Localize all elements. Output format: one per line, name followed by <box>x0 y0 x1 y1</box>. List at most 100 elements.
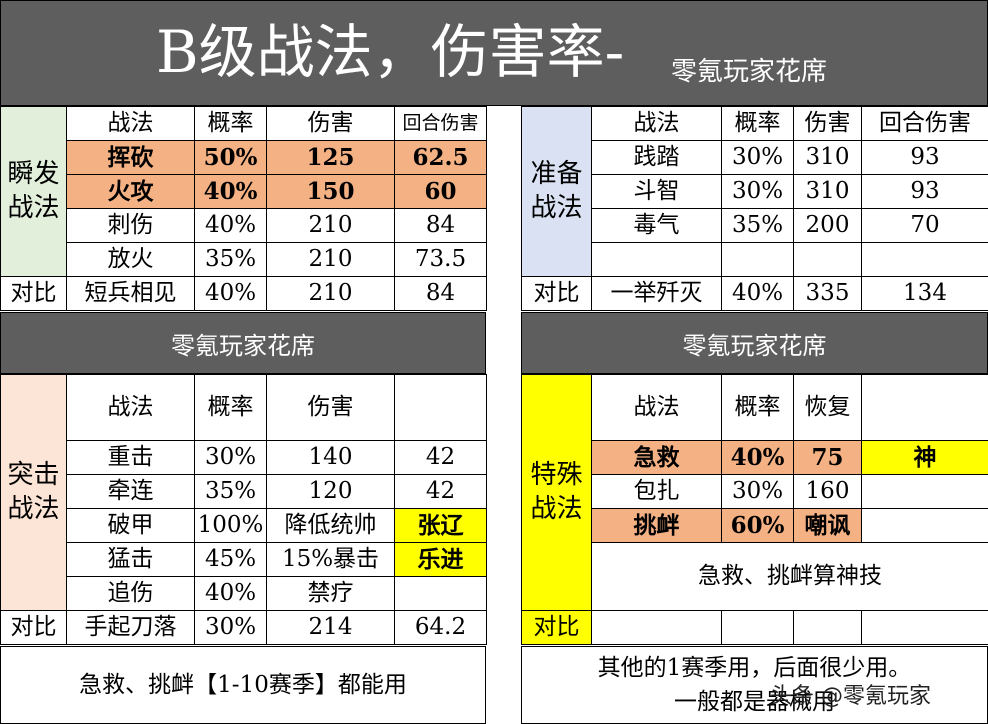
col-header: 战法 <box>66 106 195 141</box>
cell <box>394 576 487 611</box>
cell: 30% <box>721 174 794 209</box>
god-tag: 神 <box>861 440 988 475</box>
section-band-left: 零氪玩家花席 <box>0 312 486 374</box>
table-row: 毒气 35% 200 70 <box>522 208 988 243</box>
cell: 斗智 <box>591 174 722 209</box>
cell: 64.2 <box>394 610 487 645</box>
cell <box>793 610 862 645</box>
table-row: 急救 40% 75 神 <box>522 440 988 475</box>
cell: 降低统帅 <box>266 508 395 543</box>
cell: 15%暴击 <box>266 542 395 577</box>
cell: 30% <box>721 140 794 175</box>
burst-tactics-table: 瞬发 战法 战法 概率 伤害 回合伤害 挥砍 50% 125 62.5 火攻 4… <box>0 106 487 311</box>
cell: 火攻 <box>66 174 195 209</box>
cell: 践踏 <box>591 140 722 175</box>
cell: 挑衅 <box>591 508 722 543</box>
col-header: 伤害 <box>266 106 395 141</box>
col-header <box>861 374 988 441</box>
cell: 84 <box>394 208 487 243</box>
cell: 120 <box>266 474 395 509</box>
cell: 93 <box>861 140 988 175</box>
cell: 75 <box>793 440 862 475</box>
general-tag: 乐进 <box>394 542 487 577</box>
cell: 30% <box>194 610 267 645</box>
col-header: 回合伤害 <box>394 106 487 141</box>
cell: 30% <box>194 440 267 475</box>
special-side-label: 特殊 战法 <box>521 374 592 611</box>
col-header: 伤害 <box>793 106 862 141</box>
col-header: 伤害 <box>266 374 395 441</box>
table-row: 牵连 35% 120 42 <box>1 474 487 509</box>
cell: 73.5 <box>394 242 487 277</box>
cell: 40% <box>194 276 267 311</box>
col-header: 战法 <box>591 106 722 141</box>
page-subtitle: 零氪玩家花席 <box>671 57 828 87</box>
cell: 禁疗 <box>266 576 395 611</box>
cell <box>861 474 988 509</box>
cell: 牵连 <box>66 474 195 509</box>
compare-label: 对比 <box>521 276 592 311</box>
cell: 62.5 <box>394 140 487 175</box>
compare-row: 对比 <box>521 610 988 645</box>
cell: 50% <box>194 140 267 175</box>
cell: 134 <box>861 276 988 311</box>
cell: 40% <box>721 276 794 311</box>
cell: 35% <box>194 242 267 277</box>
compare-label: 对比 <box>521 610 592 645</box>
prep-tactics-table: 准备 战法 战法 概率 伤害 回合伤害 践踏 30% 310 93 斗智 30%… <box>521 106 988 311</box>
note-right-line1: 其他的1赛季用，后面很少用。 <box>597 655 912 681</box>
compare-label: 对比 <box>0 610 67 645</box>
compare-row: 对比 一举歼灭 40% 335 134 <box>521 276 988 311</box>
cell <box>721 242 794 277</box>
note-row: 急救、挑衅算神技 <box>522 542 988 611</box>
cell <box>591 242 722 277</box>
col-header: 战法 <box>66 374 195 441</box>
cell: 35% <box>194 474 267 509</box>
cell: 40% <box>194 208 267 243</box>
cell: 310 <box>793 140 862 175</box>
cell: 40% <box>721 440 794 475</box>
cell: 60% <box>721 508 794 543</box>
cell <box>861 508 988 543</box>
special-tactics-table: 特殊 战法 战法 概率 恢复 急救 40% 75 神 包扎 30% 160 挑衅… <box>521 374 988 645</box>
cell <box>861 242 988 277</box>
cell <box>861 610 988 645</box>
table-row <box>522 242 988 277</box>
table-row: 挥砍 50% 125 62.5 <box>1 140 487 175</box>
col-header: 战法 <box>591 374 722 441</box>
special-note: 急救、挑衅算神技 <box>591 542 988 611</box>
special-side-text: 特殊 战法 <box>530 459 583 524</box>
compare-row: 对比 手起刀落 30% 214 64.2 <box>0 610 487 645</box>
cell <box>793 242 862 277</box>
cell: 200 <box>793 208 862 243</box>
page-title: B级战法，伤害率- <box>156 18 625 86</box>
cell: 毒气 <box>591 208 722 243</box>
cell: 150 <box>266 174 395 209</box>
burst-side-text: 瞬发 战法 <box>7 158 60 223</box>
table-row: 践踏 30% 310 93 <box>522 140 988 175</box>
col-header: 概率 <box>721 374 794 441</box>
section-band-right: 零氪玩家花席 <box>521 312 988 374</box>
cell <box>721 610 794 645</box>
cell: 310 <box>793 174 862 209</box>
cell: 猛击 <box>66 542 195 577</box>
cell: 60 <box>394 174 487 209</box>
cell: 重击 <box>66 440 195 475</box>
cell: 70 <box>861 208 988 243</box>
note-left-box: 急救、挑衅【1-10赛季】都能用 <box>0 646 486 724</box>
cell: 40% <box>194 576 267 611</box>
table-row: 斗智 30% 310 93 <box>522 174 988 209</box>
note-right-box: 其他的1赛季用，后面很少用。 一般都是器械用 <box>521 646 988 724</box>
cell: 42 <box>394 474 487 509</box>
table-row: 火攻 40% 150 60 <box>1 174 487 209</box>
assault-side-label: 突击 战法 <box>0 374 67 611</box>
table-row: 放火 35% 210 73.5 <box>1 242 487 277</box>
col-header: 概率 <box>194 374 267 441</box>
cell: 45% <box>194 542 267 577</box>
note-left: 急救、挑衅【1-10赛季】都能用 <box>79 672 407 698</box>
col-header: 概率 <box>721 106 794 141</box>
cell: 40% <box>194 174 267 209</box>
note-right-line2: 一般都是器械用 <box>674 689 835 715</box>
table-row: 刺伤 40% 210 84 <box>1 208 487 243</box>
col-header: 回合伤害 <box>861 106 988 141</box>
